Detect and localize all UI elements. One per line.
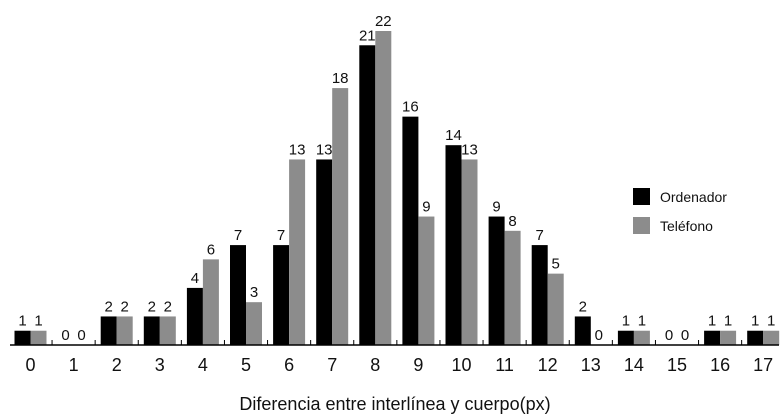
value-label-telefono-0: 1 [34,313,42,330]
value-label-ordenador-10: 14 [445,127,462,144]
value-label-ordenador-15: 0 [665,327,673,344]
x-tick-label-13: 13 [581,355,601,375]
value-label-ordenador-8: 21 [359,27,376,44]
value-label-telefono-12: 5 [552,256,560,273]
value-label-telefono-11: 8 [508,213,516,230]
x-tick-label-16: 16 [710,355,730,375]
value-label-telefono-14: 1 [638,313,646,330]
bar-telefono-4 [202,259,219,345]
value-label-ordenador-2: 2 [105,298,113,315]
value-label-telefono-5: 3 [250,284,258,301]
bar-telefono-5 [246,302,262,345]
x-tick-label-14: 14 [624,355,644,375]
value-label-telefono-7: 18 [332,70,349,87]
bar-ordenador-9 [402,116,419,346]
bar-ordenador-4 [186,287,203,345]
x-axis-title: Diferencia entre interlínea y cuerpo(px) [239,394,550,414]
value-label-ordenador-11: 9 [492,199,500,216]
bar-ordenador-6 [273,245,290,345]
bar-telefono-2 [116,316,133,345]
x-tick-label-4: 4 [198,355,208,375]
bar-ordenador-7 [316,159,333,345]
value-label-telefono-4: 6 [207,241,215,258]
value-label-telefono-13: 0 [595,327,603,344]
bar-ordenador-16 [704,330,721,345]
bar-telefono-6 [289,159,306,345]
bar-ordenador-14 [617,330,634,345]
bar-telefono-10 [461,159,478,345]
value-label-telefono-2: 2 [121,298,129,315]
bar-ordenador-17 [747,330,764,345]
x-tick-label-11: 11 [495,355,514,375]
x-tick-label-1: 1 [69,355,79,375]
x-tick-label-6: 6 [284,355,294,375]
value-label-ordenador-3: 2 [148,298,156,315]
bar-telefono-3 [159,316,176,345]
value-label-telefono-16: 1 [724,313,732,330]
bar-telefono-0 [30,330,47,345]
value-label-ordenador-7: 13 [316,141,333,158]
legend-swatch-telefono [633,217,650,234]
legend-swatch-ordenador [633,188,650,205]
value-label-ordenador-0: 1 [18,313,26,330]
value-label-ordenador-12: 7 [536,227,544,244]
x-tick-label-3: 3 [155,355,165,375]
value-label-telefono-1: 0 [77,327,85,344]
bar-telefono-11 [504,230,521,345]
legend: Ordenador Teléfono [633,188,727,234]
bar-ordenador-10 [445,145,462,345]
x-tick-label-0: 0 [25,355,35,375]
bar-ordenador-8 [359,45,376,345]
value-label-telefono-10: 13 [461,141,478,158]
bar-ordenador-12 [531,245,548,345]
x-tick-label-9: 9 [413,355,423,375]
bar-telefono-17 [763,330,780,345]
bar-ordenador-11 [488,216,505,345]
bar-ordenador-0 [14,330,31,345]
x-tick-label-12: 12 [538,355,558,375]
bar-telefono-7 [332,88,349,345]
value-label-telefono-9: 9 [422,199,430,216]
bar-telefono-14 [633,330,650,345]
bar-telefono-8 [375,31,392,345]
value-label-telefono-15: 0 [681,327,689,344]
x-tick-label-7: 7 [327,355,337,375]
bar-ordenador-2 [100,316,117,345]
x-ticks-layer [51,340,743,345]
bars-layer [14,31,780,346]
legend-label-telefono: Teléfono [660,218,713,234]
value-label-ordenador-4: 4 [191,270,199,287]
legend-label-ordenador: Ordenador [660,189,727,205]
value-label-telefono-17: 1 [767,313,775,330]
value-label-telefono-3: 2 [164,298,172,315]
bar-telefono-16 [720,330,737,345]
bar-telefono-12 [547,273,564,345]
value-label-telefono-6: 13 [289,141,306,158]
value-label-ordenador-16: 1 [708,313,716,330]
value-label-ordenador-14: 1 [622,313,630,330]
value-label-ordenador-17: 1 [751,313,759,330]
value-label-ordenador-13: 2 [579,298,587,315]
x-tick-label-10: 10 [451,355,471,375]
bar-ordenador-5 [230,245,246,345]
x-tick-labels-layer: 0 1 2 3 4 5 6 7 8 9 10 11 12 13 14 15 16 17 [25,355,773,375]
bar-ordenador-13 [574,316,591,345]
value-label-ordenador-9: 16 [402,99,419,116]
value-label-telefono-8: 22 [375,13,392,30]
x-tick-label-15: 15 [667,355,687,375]
x-tick-label-5: 5 [241,355,251,375]
bar-telefono-9 [418,216,435,345]
x-tick-label-2: 2 [112,355,122,375]
bar-ordenador-3 [143,316,160,345]
x-tick-label-8: 8 [370,355,380,375]
value-label-ordenador-5: 7 [234,227,242,244]
value-label-ordenador-6: 7 [277,227,285,244]
x-tick-label-17: 17 [753,355,773,375]
value-label-ordenador-1: 0 [61,327,69,344]
